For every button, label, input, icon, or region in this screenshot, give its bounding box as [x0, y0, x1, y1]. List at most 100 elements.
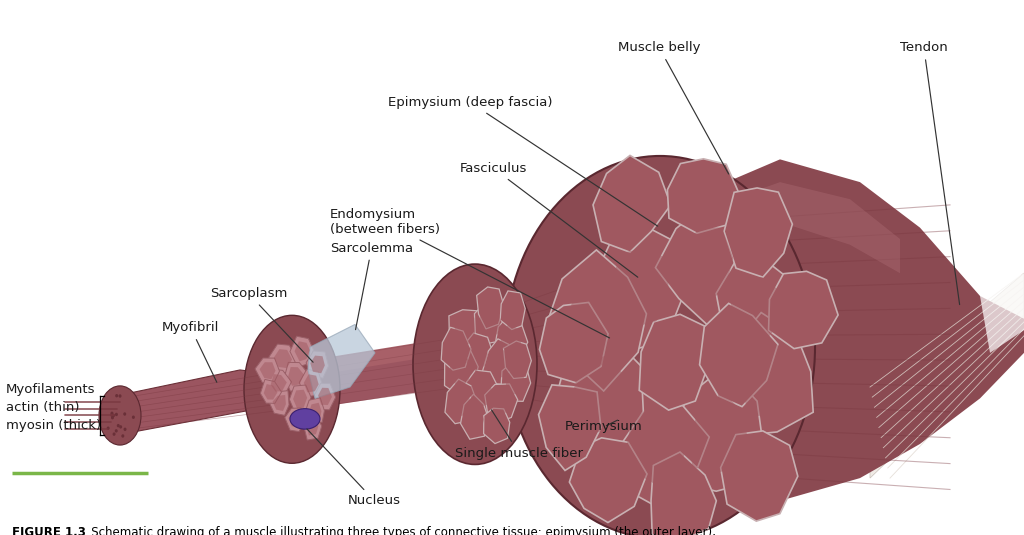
Text: Tendon: Tendon: [900, 41, 959, 304]
Text: Nucleus: Nucleus: [307, 429, 401, 507]
Polygon shape: [550, 316, 595, 368]
Polygon shape: [495, 315, 527, 360]
Polygon shape: [450, 354, 472, 386]
Polygon shape: [308, 403, 322, 419]
Polygon shape: [736, 202, 781, 260]
Polygon shape: [558, 333, 643, 452]
Polygon shape: [716, 258, 801, 358]
Ellipse shape: [106, 426, 110, 430]
Ellipse shape: [119, 425, 122, 429]
Polygon shape: [630, 182, 900, 273]
Polygon shape: [308, 324, 375, 399]
Polygon shape: [488, 348, 511, 378]
Polygon shape: [734, 446, 784, 504]
Polygon shape: [272, 395, 286, 411]
Polygon shape: [266, 369, 292, 396]
Polygon shape: [699, 303, 778, 407]
Polygon shape: [290, 336, 313, 367]
Polygon shape: [307, 419, 318, 435]
Polygon shape: [573, 356, 628, 433]
Ellipse shape: [112, 414, 115, 417]
Polygon shape: [285, 335, 468, 380]
Ellipse shape: [290, 409, 319, 429]
Text: Perimysium: Perimysium: [565, 420, 643, 433]
Ellipse shape: [123, 412, 126, 416]
Text: Myofilaments
actin (thin)
myosin (thick): Myofilaments actin (thin) myosin (thick): [6, 383, 101, 432]
Polygon shape: [295, 341, 310, 361]
Polygon shape: [305, 398, 325, 422]
Polygon shape: [460, 333, 494, 380]
Polygon shape: [446, 335, 465, 363]
Polygon shape: [593, 156, 671, 252]
Polygon shape: [255, 358, 280, 385]
Polygon shape: [482, 339, 517, 385]
Polygon shape: [651, 330, 696, 392]
Polygon shape: [445, 379, 478, 424]
Ellipse shape: [111, 411, 114, 415]
Polygon shape: [980, 273, 1024, 353]
Polygon shape: [466, 402, 484, 432]
Polygon shape: [449, 310, 480, 357]
Polygon shape: [470, 378, 493, 408]
Polygon shape: [270, 374, 287, 392]
Polygon shape: [565, 274, 630, 366]
Polygon shape: [506, 369, 525, 394]
Polygon shape: [724, 188, 793, 277]
Polygon shape: [730, 276, 784, 340]
Polygon shape: [273, 349, 292, 368]
Polygon shape: [268, 344, 297, 373]
Ellipse shape: [505, 156, 815, 535]
Polygon shape: [318, 388, 332, 405]
Polygon shape: [288, 367, 304, 386]
Polygon shape: [293, 389, 307, 409]
Polygon shape: [668, 159, 740, 233]
Polygon shape: [467, 341, 487, 371]
Polygon shape: [480, 308, 502, 336]
Polygon shape: [488, 414, 505, 437]
Polygon shape: [306, 351, 329, 378]
Polygon shape: [606, 173, 656, 235]
Ellipse shape: [115, 394, 118, 398]
Polygon shape: [769, 271, 838, 349]
Text: Sarcoplasm: Sarcoplasm: [210, 287, 313, 362]
Polygon shape: [441, 327, 471, 370]
Polygon shape: [725, 312, 813, 436]
Ellipse shape: [111, 416, 114, 419]
Ellipse shape: [111, 414, 114, 417]
Ellipse shape: [244, 315, 340, 463]
Polygon shape: [260, 379, 282, 403]
Polygon shape: [662, 469, 703, 527]
Ellipse shape: [413, 264, 537, 464]
Polygon shape: [481, 293, 499, 320]
Text: Muscle belly: Muscle belly: [618, 41, 729, 174]
Polygon shape: [285, 348, 468, 412]
Ellipse shape: [121, 434, 124, 438]
Ellipse shape: [115, 412, 118, 416]
Polygon shape: [474, 300, 508, 343]
Text: Epimysium (deep fascia): Epimysium (deep fascia): [388, 96, 657, 226]
Polygon shape: [290, 385, 311, 414]
Polygon shape: [689, 392, 748, 472]
Polygon shape: [550, 398, 590, 453]
Ellipse shape: [115, 429, 118, 433]
Ellipse shape: [124, 427, 127, 431]
Polygon shape: [470, 270, 612, 339]
Polygon shape: [285, 362, 308, 391]
Polygon shape: [268, 391, 289, 415]
Polygon shape: [592, 228, 684, 351]
Text: Schematic drawing of a muscle illustrating three types of connective tissue: epi: Schematic drawing of a muscle illustrati…: [80, 526, 716, 535]
Polygon shape: [639, 314, 709, 410]
Polygon shape: [484, 384, 518, 423]
Polygon shape: [464, 370, 500, 416]
Polygon shape: [501, 362, 530, 401]
Polygon shape: [569, 438, 647, 523]
Polygon shape: [626, 405, 690, 486]
Ellipse shape: [119, 394, 122, 398]
Polygon shape: [651, 452, 717, 535]
Polygon shape: [539, 385, 601, 470]
Text: Fasciculus: Fasciculus: [460, 162, 638, 277]
Polygon shape: [679, 171, 726, 219]
Polygon shape: [476, 287, 504, 329]
Polygon shape: [310, 356, 325, 373]
Polygon shape: [740, 337, 798, 417]
